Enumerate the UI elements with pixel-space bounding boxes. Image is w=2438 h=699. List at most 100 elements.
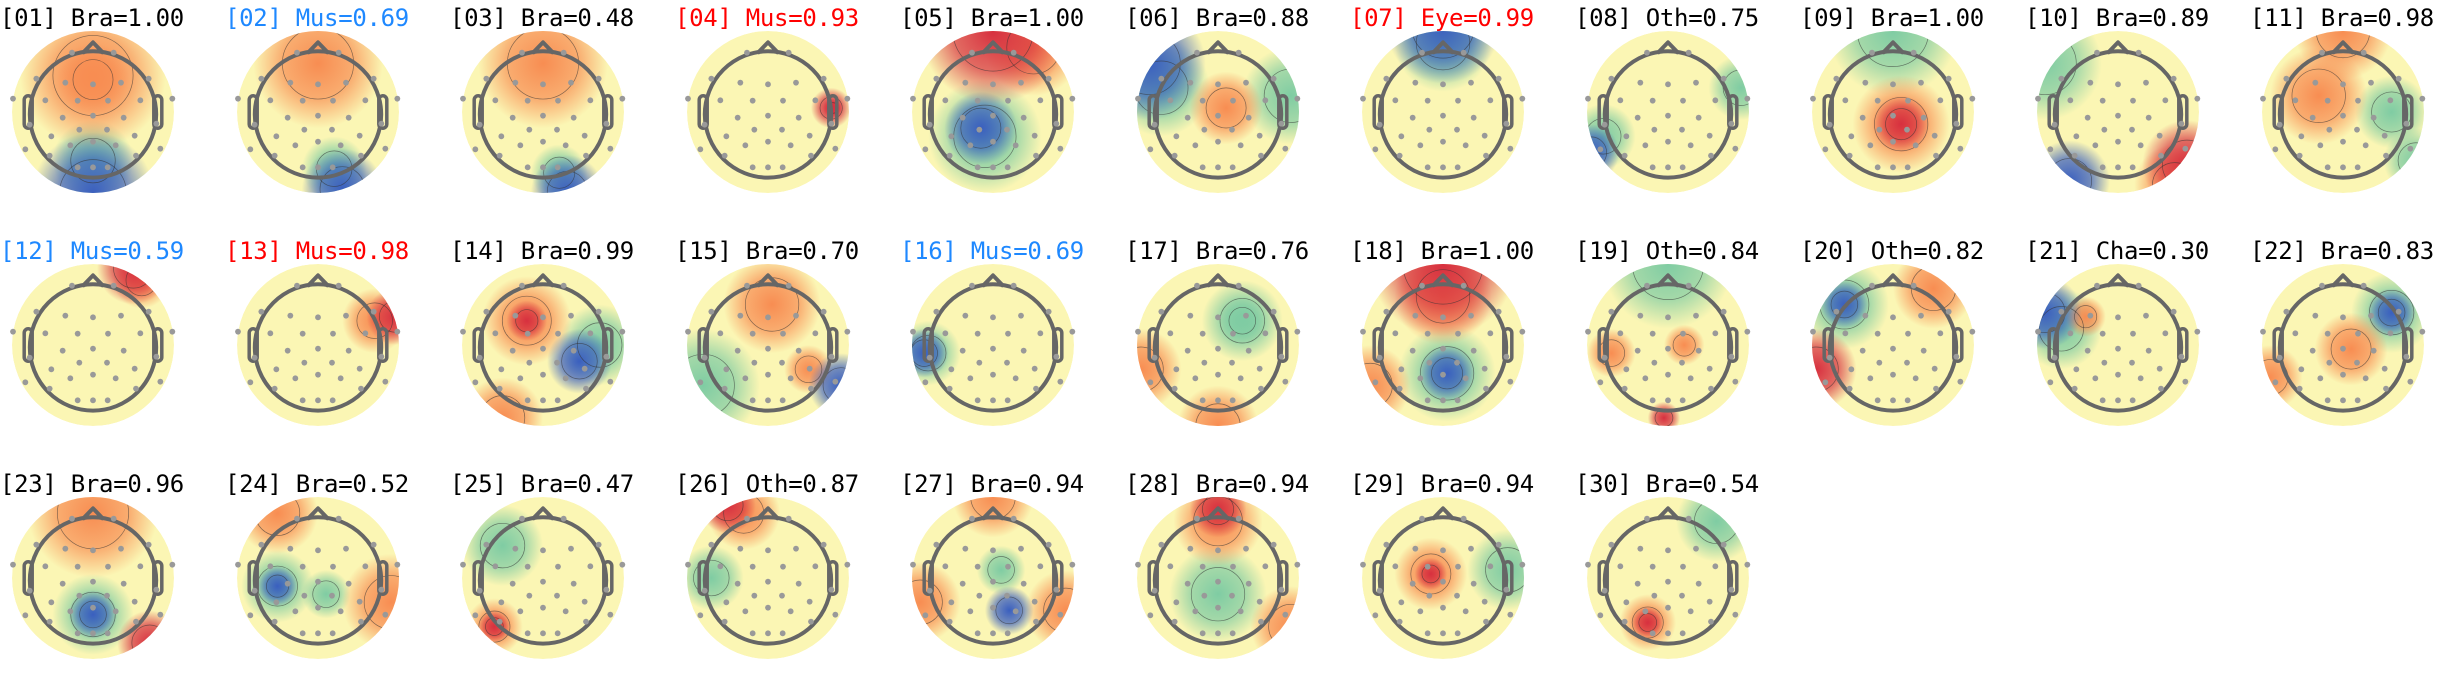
electrode-dot [525,98,531,104]
electrode-dot [1468,313,1474,319]
electrode-dot [111,50,117,56]
component-16: [16] Mus=0.69 [900,233,1125,466]
electrode-dot [477,355,483,361]
electrode-dot [2072,153,2078,159]
electrode-dot [121,581,127,587]
electrode-dot [329,360,335,366]
electrode-dot [1201,127,1207,133]
electrode-dot [1680,630,1686,636]
electrode-dot [1937,97,1943,103]
electrode-dot [1013,375,1019,381]
electrode-dot [517,608,523,614]
component-04: [04] Mus=0.93 [675,0,900,233]
electrode-dot [1622,153,1628,159]
electrode-dot [519,283,525,289]
electrode-dot [1461,50,1467,56]
electrode-dot [1440,139,1446,145]
electrode-dot [258,309,264,315]
electrode-dot [338,608,344,614]
electrode-dot [722,153,728,159]
electrode-dot [1397,619,1403,625]
electrode-dot [990,397,996,403]
electrode-dot [90,579,96,585]
electrode-dot [582,133,588,139]
electrode-dot [2115,314,2121,320]
electrode-dot [2157,366,2163,372]
electrode-dot [1810,96,1816,102]
electrode-dot [2363,142,2369,148]
electrode-dot [315,139,321,145]
electrode-dot [540,164,546,170]
electrode-dot [2292,97,2298,103]
electrode-dot [1842,330,1848,336]
electrode-dot [1875,331,1881,337]
electrode-dot [2072,386,2078,392]
electrode-dot [2143,313,2149,319]
electrode-dot [1230,564,1236,570]
electrode-dot [2371,348,2377,354]
electrode-dot [62,313,68,319]
electrode-dot [990,346,996,352]
electrode-dot [561,516,567,522]
electrode-dot [1519,562,1525,568]
electrode-dot [90,605,96,611]
field-blob [977,546,1026,595]
electrode-dot [75,98,81,104]
electrode-dot [273,599,279,605]
electrode-dot [1833,76,1839,82]
electrode-dot [717,97,723,103]
electrode-dot [526,593,532,599]
electrode-dot [90,372,96,378]
electrode-dot [90,547,96,553]
electrode-dot [1410,115,1416,121]
electrode-dot [975,331,981,337]
electrode-dot [990,547,996,553]
electrode-dot [910,96,916,102]
electrode-dot [708,76,714,82]
electrode-dot [1622,386,1628,392]
electrode-dot [519,516,525,522]
electrode-dot [540,372,546,378]
electrode-dot [1650,397,1656,403]
electrode-dot [2138,142,2144,148]
electrode-dot [555,397,561,403]
field-blob [1218,296,1267,345]
electrode-dot [832,379,838,385]
electrode-dot [1732,612,1738,618]
electrode-dot [568,80,574,86]
electrode-dot [685,562,691,568]
electrode-dot [947,386,953,392]
electrode-dot [2146,348,2152,354]
electrode-dot [90,164,96,170]
electrode-dot [742,142,748,148]
topomap [450,486,640,676]
electrode-dot [1933,386,1939,392]
electrode-dot [472,612,478,618]
electrode-dot [2317,375,2323,381]
electrode-dot [247,612,253,618]
electrode-dot [1617,97,1623,103]
electrode-dot [844,329,850,335]
electrode-dot [1483,386,1489,392]
electrode-dot [540,579,546,585]
electrode-dot [786,283,792,289]
electrode-dot [492,97,498,103]
electrode-dot [1135,562,1141,568]
electrode-dot [2115,397,2121,403]
electrode-dot [2115,346,2121,352]
electrode-dot [832,612,838,618]
electrode-dot [497,386,503,392]
electrode-dot [336,50,342,56]
electrode-dot [1617,330,1623,336]
electrode-dot [735,581,741,587]
electrode-dot [1860,115,1866,121]
electrode-dot [555,630,561,636]
electrode-dot [1152,355,1158,361]
electrode-dot [2277,355,2283,361]
electrode-dot [1200,98,1206,104]
electrode-dot [2087,80,2093,86]
electrode-dot [1294,562,1300,568]
electrode-dot [780,564,786,570]
electrode-dot [1037,97,1043,103]
electrode-dot [1847,153,1853,159]
